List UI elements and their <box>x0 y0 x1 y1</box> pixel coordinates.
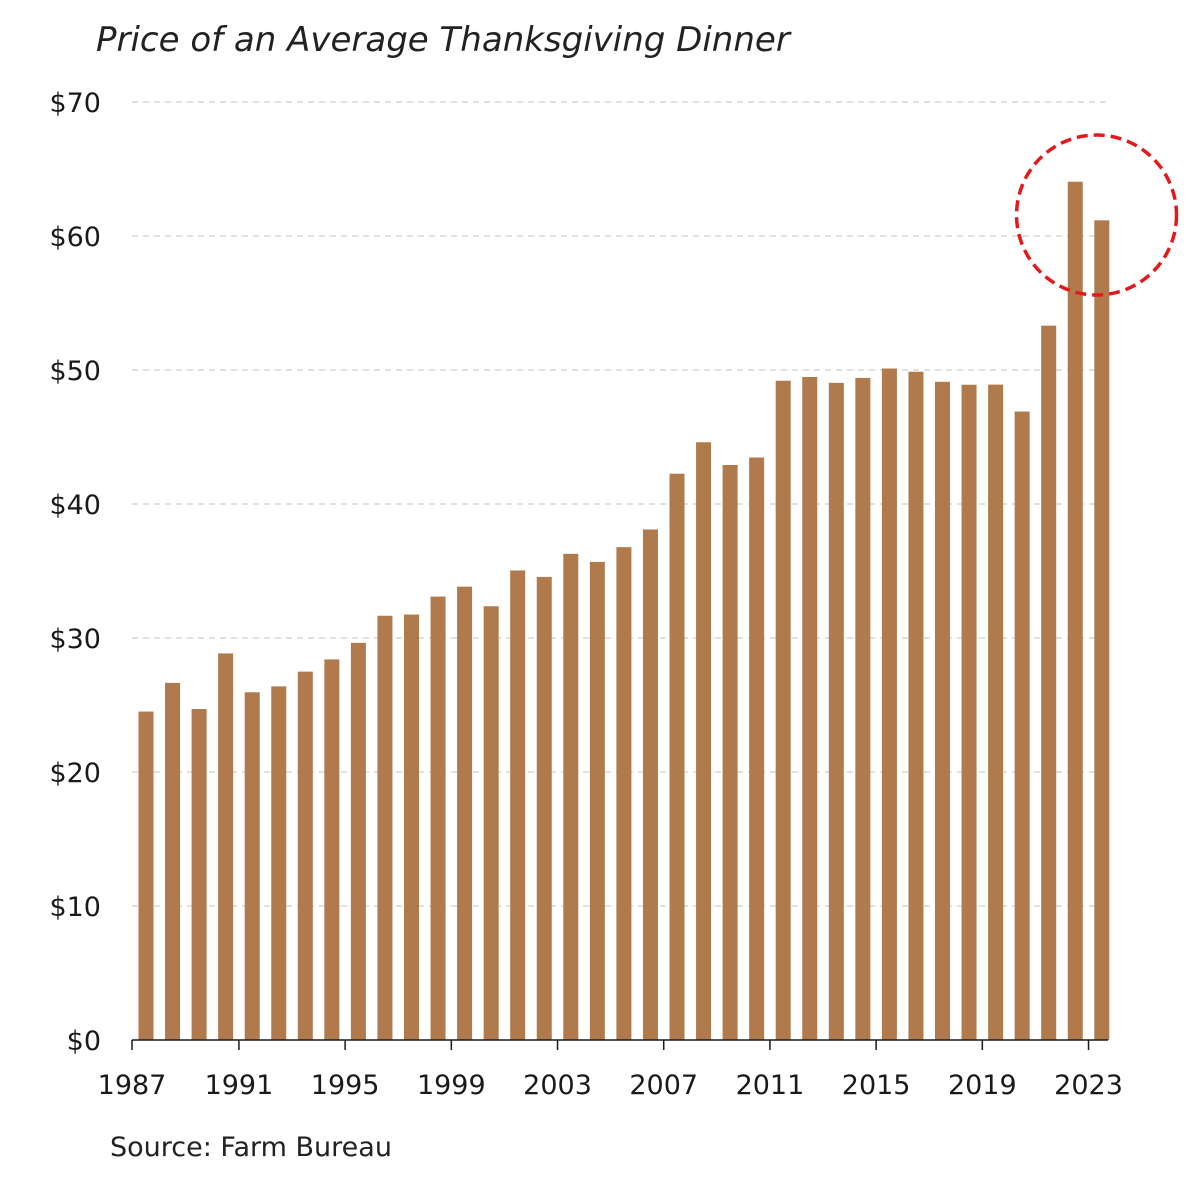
x-tick-label: 2003 <box>523 1070 592 1101</box>
bar-2000 <box>483 606 499 1040</box>
y-tick-label: $10 <box>49 892 101 923</box>
bar-2014 <box>855 377 871 1040</box>
x-tick-label: 1991 <box>205 1070 274 1101</box>
bar-2011 <box>775 380 791 1041</box>
bar-2001 <box>510 570 526 1040</box>
bar-2013 <box>828 382 844 1040</box>
x-tick-label: 2011 <box>736 1070 805 1101</box>
chart-title: Price of an Average Thanksgiving Dinner <box>96 20 790 60</box>
y-tick-label: $0 <box>67 1026 101 1057</box>
bar-2005 <box>616 547 632 1040</box>
bar-2023 <box>1094 220 1110 1040</box>
source-note: Source: Farm Bureau <box>110 1132 392 1163</box>
bar-2016 <box>908 371 924 1040</box>
x-tick-label: 1999 <box>417 1070 486 1101</box>
bar-1989 <box>191 709 207 1040</box>
annotation-layer <box>1014 133 1179 297</box>
x-tick-label: 2019 <box>948 1070 1017 1101</box>
y-tick-label: $60 <box>49 222 101 253</box>
y-tick-label: $20 <box>49 758 101 789</box>
x-tick-label: 2007 <box>629 1070 698 1101</box>
bar-1988 <box>165 682 181 1040</box>
bar-2020 <box>1014 411 1030 1040</box>
bar-1997 <box>404 614 419 1040</box>
bar-2021 <box>1041 325 1057 1040</box>
bar-1996 <box>377 615 393 1040</box>
bar-2015 <box>881 368 897 1040</box>
bar-1993 <box>297 671 313 1040</box>
bar-2009 <box>722 465 738 1041</box>
x-tick-label: 1987 <box>98 1070 167 1101</box>
bar-1998 <box>430 596 446 1040</box>
x-tick-label: 2015 <box>842 1070 911 1101</box>
y-tick-label: $50 <box>49 356 101 387</box>
y-tick-label: $40 <box>49 490 101 521</box>
highlight-circle <box>1014 133 1179 297</box>
x-tick-label: 1995 <box>311 1070 380 1101</box>
bar-2003 <box>563 553 579 1040</box>
bar-1991 <box>244 692 260 1040</box>
bar-1992 <box>271 686 287 1040</box>
bar-1994 <box>324 659 340 1040</box>
bar-2008 <box>696 442 712 1040</box>
y-axis-ticks: $0 $10 $20 $30 $40 $50 $60 $70 <box>49 88 101 1057</box>
y-tick-label: $70 <box>49 88 101 119</box>
x-tick-label: 2023 <box>1054 1070 1123 1101</box>
bar-2019 <box>988 384 1004 1041</box>
bar-2017 <box>935 381 950 1040</box>
bar-2002 <box>536 576 552 1040</box>
bar-2012 <box>802 376 818 1040</box>
bar-1999 <box>457 586 473 1040</box>
bar-2010 <box>749 457 765 1040</box>
bar-2006 <box>642 529 658 1040</box>
bar-2022 <box>1067 181 1083 1041</box>
bar-1990 <box>218 653 234 1040</box>
bar-1995 <box>350 642 366 1040</box>
bar-2018 <box>961 384 977 1040</box>
bar-2004 <box>589 561 605 1040</box>
bar-2007 <box>669 473 685 1040</box>
x-axis-ticks: 1987 1991 1995 1999 2003 2007 2011 2015 2019 2023 <box>98 1040 1123 1101</box>
bar-1987 <box>138 711 154 1040</box>
y-tick-label: $30 <box>49 624 101 655</box>
bars <box>138 181 1110 1041</box>
